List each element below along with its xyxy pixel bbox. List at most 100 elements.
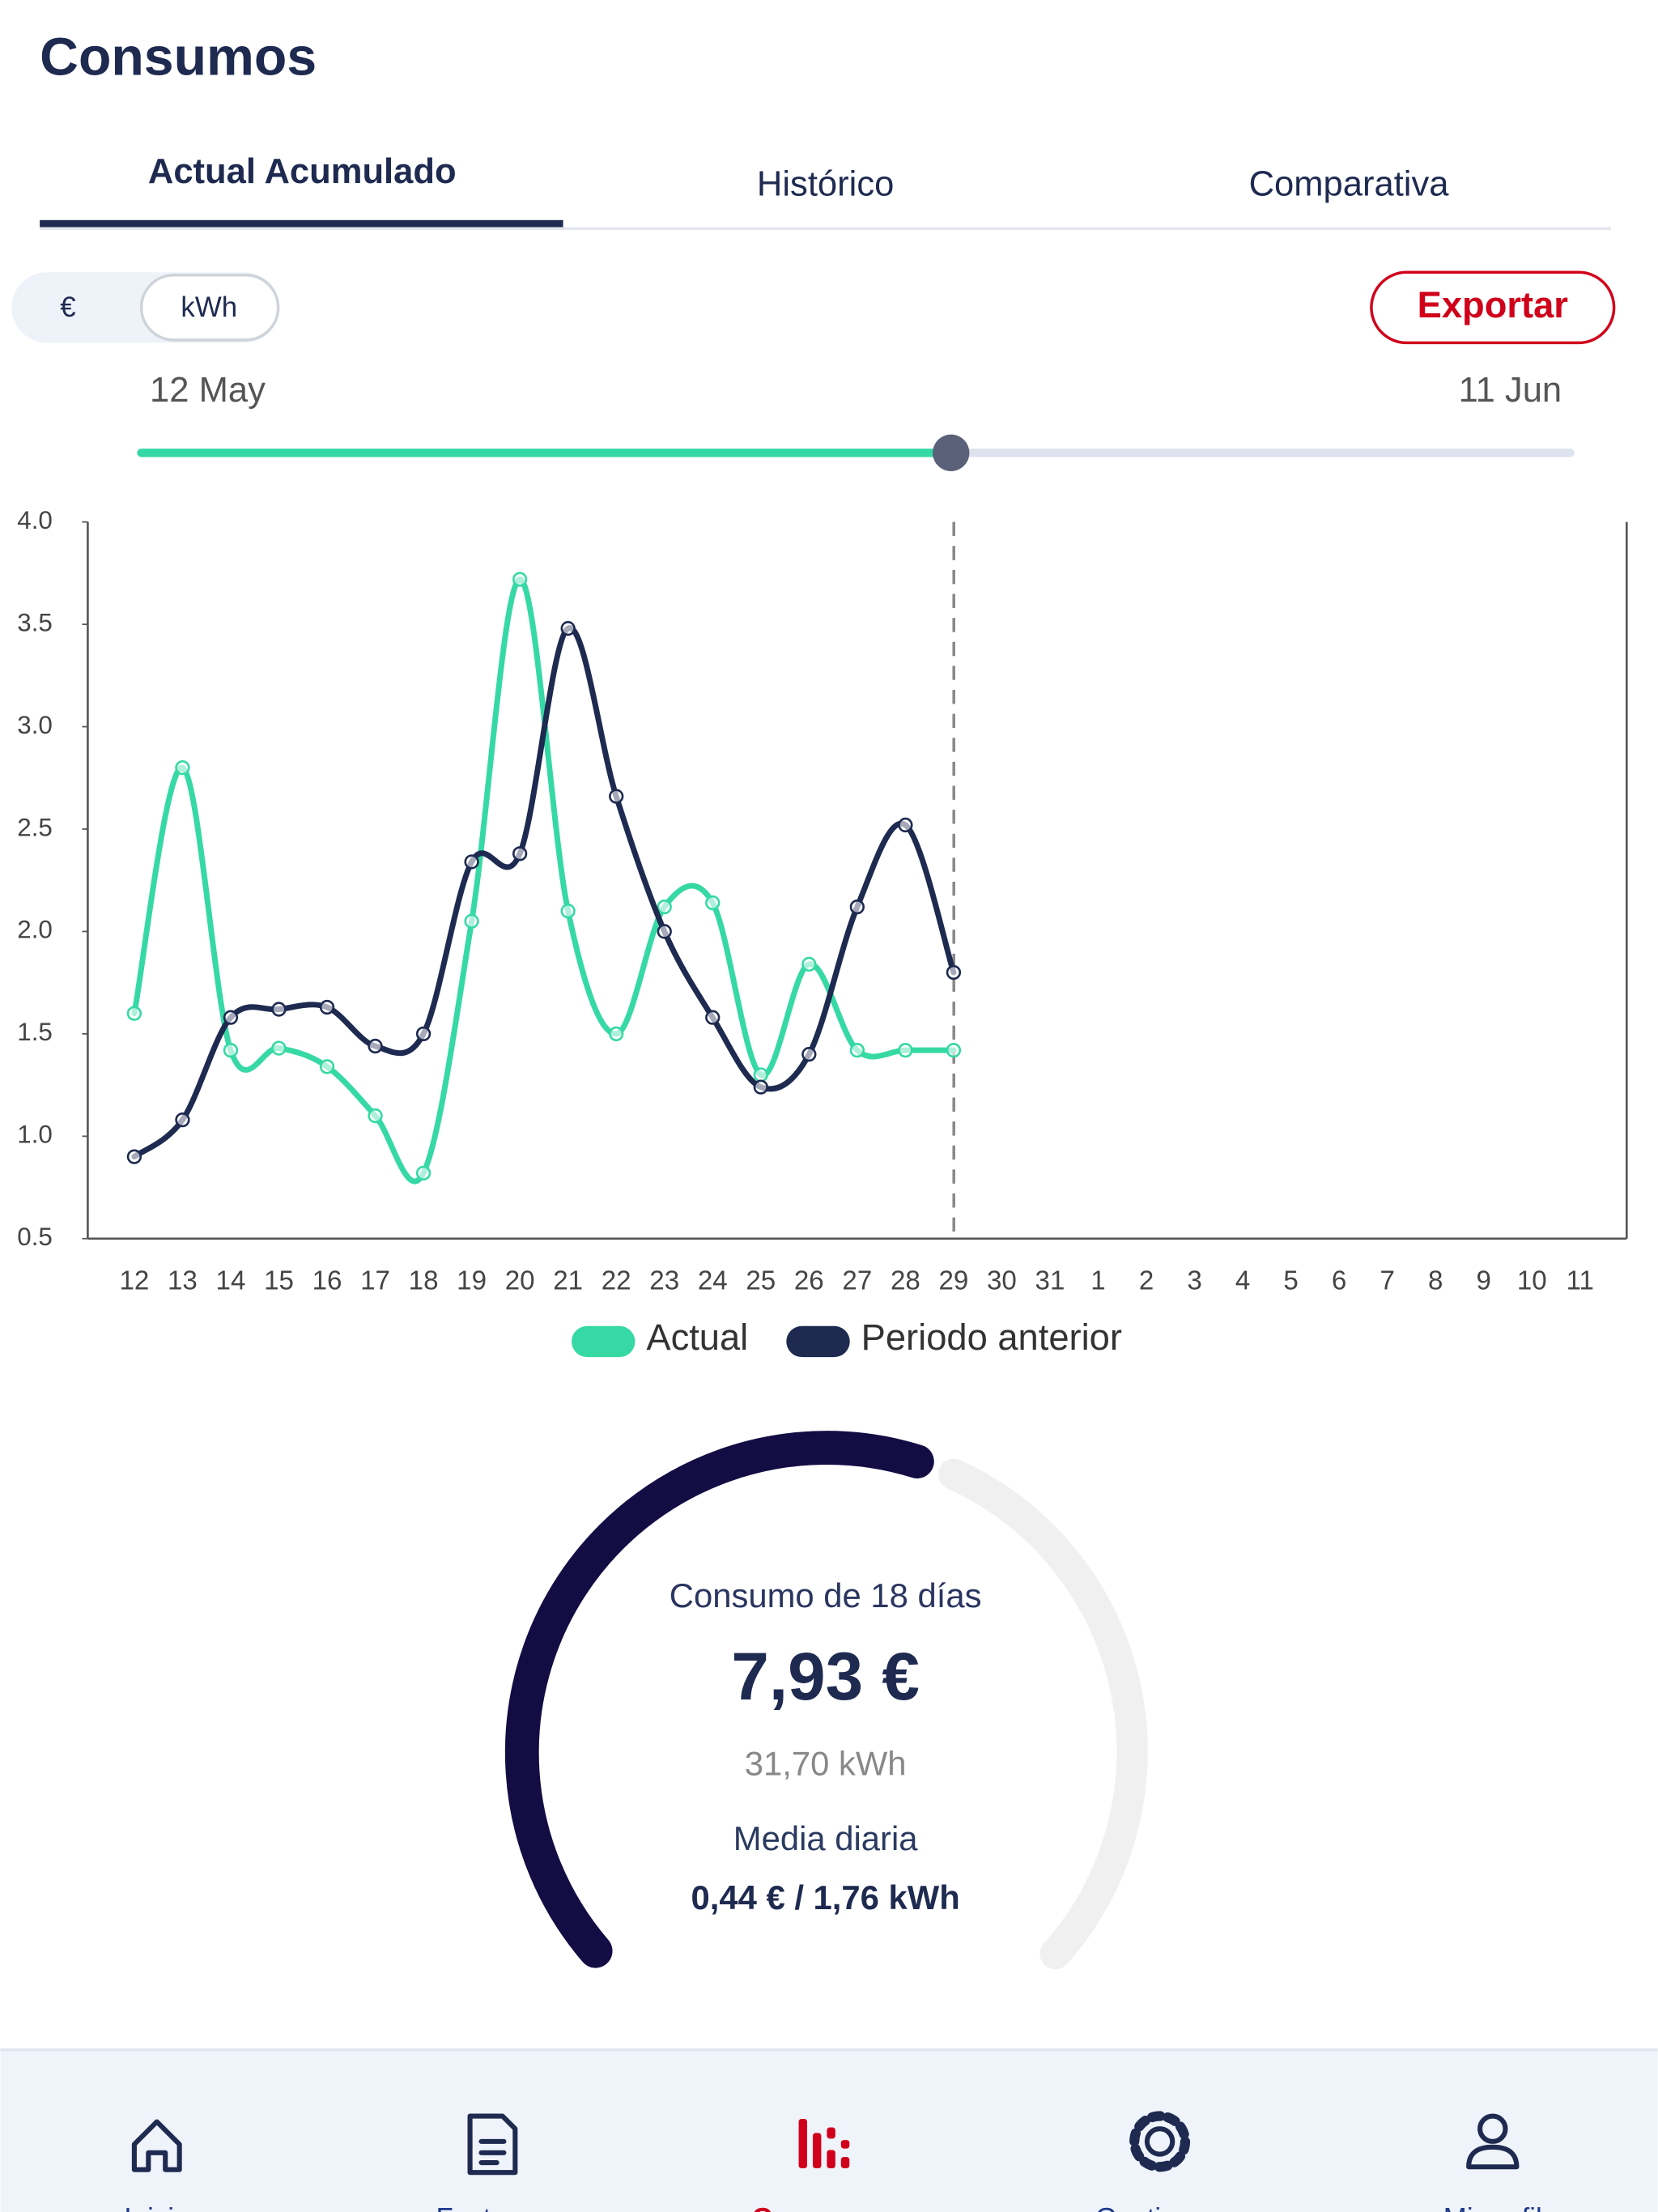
gauge-rest (938, 1458, 1148, 1970)
x-tick-label: 17 (360, 1266, 390, 1296)
x-tick-label: 21 (553, 1266, 583, 1296)
nav-label[interactable]: Facturas (436, 2203, 546, 2212)
x-tick-label: 5 (1283, 1266, 1298, 1296)
x-tick-label: 9 (1477, 1266, 1491, 1296)
toggle-option[interactable]: € (60, 291, 75, 323)
icon-invoice[interactable] (467, 2113, 518, 2176)
tab-label[interactable]: Comparativa (1249, 164, 1450, 203)
y-tick-label: 0.5 (17, 1223, 53, 1251)
data-point (415, 1165, 432, 1181)
toggle-option[interactable]: kWh (181, 291, 237, 323)
y-tick-label: 4.0 (17, 506, 53, 534)
data-point (753, 1067, 768, 1083)
data-point (512, 572, 528, 587)
data-point (657, 924, 672, 939)
x-tick-label: 13 (168, 1266, 198, 1296)
x-tick-label: 11 (1567, 1266, 1594, 1296)
tab-label[interactable]: Histórico (757, 164, 894, 203)
daily-label: Media diaria (733, 1819, 918, 1857)
y-tick-label: 2.0 (17, 916, 53, 944)
legend-label: Periodo anterior (861, 1317, 1122, 1358)
x-tick-label: 1 (1090, 1266, 1105, 1296)
data-point (898, 1042, 913, 1058)
x-tick-label: 22 (602, 1266, 631, 1296)
nav-label[interactable]: Consumos (752, 2203, 898, 2212)
x-tick-label: 25 (746, 1266, 776, 1296)
icon-home[interactable] (131, 2119, 182, 2172)
daily-value: 0,44 € / 1,76 kWh (691, 1878, 960, 1916)
icon-gear-teeth[interactable] (1129, 2111, 1191, 2172)
data-point (705, 1010, 721, 1025)
data-point (801, 1047, 817, 1062)
data-point (319, 1059, 335, 1074)
x-tick-label: 4 (1235, 1266, 1250, 1296)
x-tick-label: 19 (457, 1266, 487, 1296)
x-tick-label: 8 (1428, 1266, 1443, 1296)
icon-consumption[interactable] (798, 2119, 850, 2168)
data-point (175, 759, 190, 776)
x-tick-label: 6 (1332, 1266, 1346, 1296)
data-point (560, 621, 576, 636)
summary-title: Consumo de 18 días (670, 1576, 982, 1614)
y-tick-label: 2.5 (17, 813, 53, 841)
data-point (849, 1042, 865, 1058)
data-point (753, 1079, 768, 1095)
tab-label[interactable]: Actual Acumulado (148, 152, 457, 191)
toggle-selected (139, 274, 280, 342)
data-point (271, 1040, 287, 1056)
x-tick-label: 29 (939, 1266, 969, 1296)
export-button[interactable] (1370, 270, 1616, 345)
y-tick-label: 1.5 (17, 1018, 53, 1046)
x-tick-label: 16 (312, 1266, 342, 1296)
legend-swatch (786, 1325, 850, 1358)
legend-label: Actual (646, 1317, 748, 1358)
icon-gear[interactable] (1144, 2126, 1175, 2157)
data-point (223, 1042, 239, 1058)
x-tick-label: 7 (1380, 1266, 1394, 1296)
data-point (560, 904, 576, 919)
x-tick-label: 14 (216, 1266, 246, 1296)
series-line (131, 576, 957, 1185)
data-point (175, 1112, 190, 1128)
x-tick-label: 30 (987, 1266, 1017, 1296)
y-tick-label: 1.0 (17, 1121, 53, 1149)
data-point (898, 817, 913, 833)
icon-profile[interactable] (1477, 2113, 1508, 2144)
x-tick-label: 15 (264, 1266, 294, 1296)
nav-label[interactable]: Gestiones (1095, 2203, 1222, 2212)
data-point (801, 956, 817, 972)
x-tick-label: 10 (1517, 1266, 1547, 1296)
data-point (464, 913, 479, 929)
export-label[interactable]: Exportar (1418, 284, 1568, 325)
page-title: Consumos (40, 27, 317, 87)
x-tick-label: 18 (409, 1266, 439, 1296)
summary-cost: 7,93 € (731, 1638, 920, 1714)
date-end: 11 Jun (1459, 371, 1562, 410)
data-point (319, 999, 335, 1015)
x-tick-label: 27 (842, 1266, 872, 1296)
y-tick-label: 3.0 (17, 711, 53, 739)
data-point (609, 1026, 624, 1042)
nav-label[interactable]: Mi perfil (1443, 2203, 1542, 2212)
data-point (657, 899, 672, 915)
data-point (512, 846, 528, 861)
x-tick-label: 2 (1139, 1266, 1154, 1296)
legend-swatch (572, 1325, 636, 1358)
nav-label[interactable]: Inicio (124, 2203, 189, 2212)
y-tick-label: 3.5 (17, 608, 53, 636)
slider-knob[interactable] (933, 434, 970, 471)
data-point (946, 964, 962, 981)
data-point (609, 789, 624, 804)
x-tick-label: 12 (119, 1266, 149, 1296)
data-point (415, 1026, 432, 1042)
icon-profile-body[interactable] (1466, 2144, 1520, 2170)
date-start: 12 May (150, 371, 266, 410)
data-point (223, 1010, 239, 1025)
x-tick-label: 26 (794, 1266, 824, 1296)
data-point (705, 895, 721, 911)
data-point (368, 1108, 383, 1124)
nav-icons (131, 2111, 1520, 2176)
summary-energy: 31,70 kWh (745, 1744, 907, 1782)
data-point (464, 854, 479, 870)
